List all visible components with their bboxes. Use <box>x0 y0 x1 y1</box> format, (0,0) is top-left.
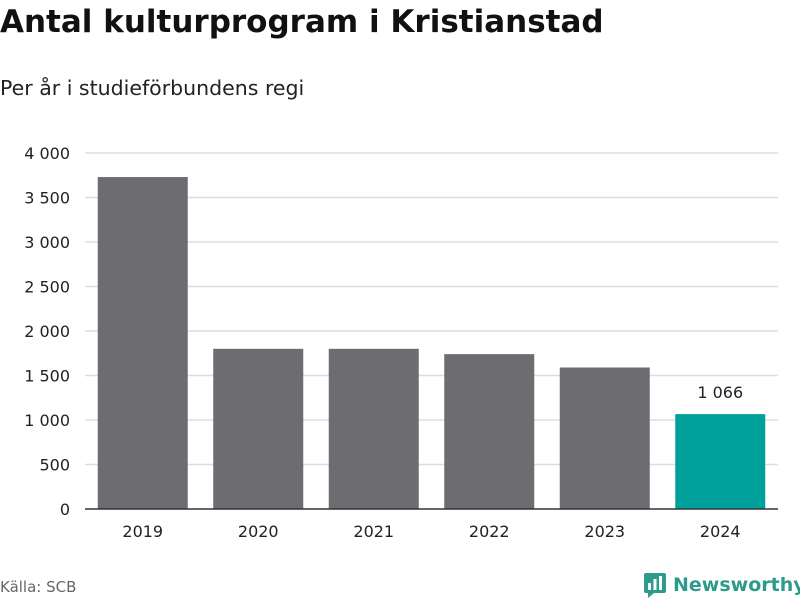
newsworthy-logo-icon <box>644 573 666 598</box>
bar-2019 <box>97 177 188 509</box>
y-tick-label: 1 000 <box>24 411 70 430</box>
bar-2021 <box>328 348 419 509</box>
y-tick-label: 2 000 <box>24 322 70 341</box>
x-tick-label: 2021 <box>353 522 394 541</box>
data-label: 1 066 <box>697 383 743 402</box>
y-tick-label: 2 500 <box>24 278 70 297</box>
y-tick-label: 3 000 <box>24 233 70 252</box>
bar-2023 <box>559 367 650 509</box>
chart-title: Antal kulturprogram i Kristianstad <box>0 4 604 40</box>
bar-2022 <box>444 354 535 509</box>
y-tick-label: 1 500 <box>24 367 70 386</box>
newsworthy-brand[interactable]: Newsworthy <box>643 569 800 601</box>
x-tick-label: 2023 <box>584 522 625 541</box>
y-tick-label: 500 <box>39 456 70 475</box>
y-tick-label: 3 500 <box>24 189 70 208</box>
x-tick-label: 2019 <box>122 522 163 541</box>
x-tick-label: 2024 <box>700 522 741 541</box>
y-tick-label: 0 <box>60 500 70 519</box>
chart-subtitle: Per år i studieförbundens regi <box>0 76 305 100</box>
x-tick-label: 2022 <box>469 522 510 541</box>
y-tick-label: 4 000 <box>24 144 70 163</box>
x-tick-label: 2020 <box>238 522 279 541</box>
bar-2020 <box>213 348 304 509</box>
source-note: Källa: SCB <box>0 578 77 596</box>
bar-2024 <box>675 414 766 509</box>
brand-name: Newsworthy <box>673 574 800 596</box>
